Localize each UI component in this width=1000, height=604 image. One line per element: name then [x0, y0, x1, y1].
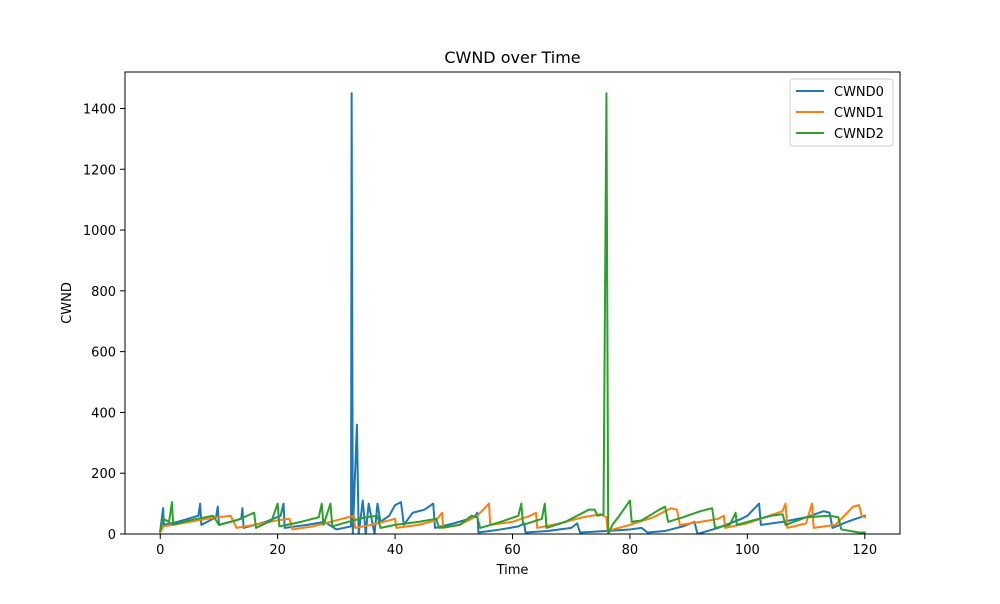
legend-label-cwnd2: CWND2 — [834, 127, 884, 142]
legend-label-cwnd0: CWND0 — [834, 85, 884, 100]
y-tick-label: 600 — [91, 346, 116, 361]
x-axis-label: Time — [496, 563, 529, 578]
x-tick-label: 120 — [852, 543, 877, 558]
x-tick-label: 20 — [269, 543, 286, 558]
x-tick-label: 80 — [622, 543, 639, 558]
x-tick-label: 40 — [387, 543, 404, 558]
y-axis: 0 200 400 600 800 1000 1200 1400 — [83, 102, 125, 543]
y-tick-label: 1000 — [83, 224, 116, 239]
series-line-cwnd0 — [159, 92, 867, 534]
y-tick-label: 400 — [91, 406, 116, 421]
legend-frame — [789, 78, 894, 147]
legend: CWND0 CWND1 CWND2 — [789, 78, 894, 147]
x-tick-label: 60 — [504, 543, 521, 558]
y-tick-label: 200 — [91, 467, 116, 482]
y-tick-label: 1400 — [83, 102, 116, 117]
series-line-cwnd1 — [158, 502, 867, 534]
series-line-cwnd2 — [159, 92, 866, 534]
x-axis: 0 20 40 60 80 100 120 — [156, 534, 877, 558]
legend-label-cwnd1: CWND1 — [834, 106, 884, 121]
y-tick-label: 0 — [108, 528, 116, 543]
chart-title: CWND over Time — [444, 48, 580, 67]
x-tick-label: 0 — [156, 543, 164, 558]
plot-area — [124, 71, 901, 535]
y-tick-label: 800 — [91, 285, 116, 300]
y-axis-label: CWND — [60, 282, 75, 324]
y-tick-label: 1200 — [83, 163, 116, 178]
x-tick-label: 100 — [735, 543, 760, 558]
series-layer — [158, 92, 867, 534]
